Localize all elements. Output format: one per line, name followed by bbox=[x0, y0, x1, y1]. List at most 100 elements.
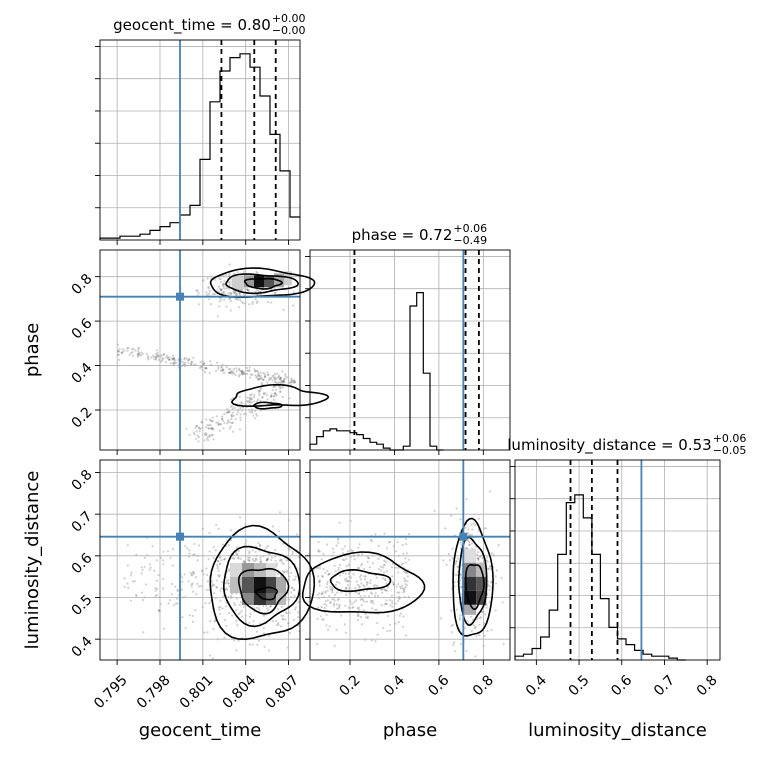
sample-point bbox=[339, 574, 342, 577]
sample-point bbox=[131, 580, 134, 583]
sample-point bbox=[117, 350, 120, 353]
sample-point bbox=[230, 422, 233, 425]
sample-point bbox=[364, 616, 368, 619]
sample-point bbox=[127, 347, 130, 350]
sample-point bbox=[405, 634, 408, 637]
sample-point bbox=[230, 371, 233, 374]
sample-point bbox=[258, 545, 262, 548]
sample-point bbox=[261, 377, 264, 380]
sample-point bbox=[174, 361, 177, 365]
sample-point bbox=[345, 586, 348, 590]
sample-point bbox=[155, 559, 158, 562]
sample-point bbox=[321, 591, 324, 594]
sample-point bbox=[290, 571, 293, 575]
sample-point bbox=[400, 584, 404, 587]
sample-point bbox=[467, 533, 471, 537]
sample-point bbox=[497, 543, 500, 547]
sample-point bbox=[238, 428, 241, 431]
sample-point bbox=[117, 353, 120, 356]
sample-point bbox=[196, 434, 199, 437]
sample-point bbox=[259, 543, 262, 547]
sample-point bbox=[329, 601, 332, 604]
sample-point bbox=[170, 582, 174, 586]
tick-label-x: 0.4 bbox=[381, 672, 408, 699]
sample-point bbox=[208, 435, 212, 438]
sample-point bbox=[274, 619, 277, 623]
sample-point bbox=[117, 350, 120, 353]
sample-point bbox=[205, 426, 208, 429]
sample-point bbox=[174, 585, 177, 588]
tick-label-x: 0.8 bbox=[470, 672, 497, 699]
sample-point bbox=[333, 564, 336, 567]
sample-point bbox=[364, 613, 367, 616]
sample-point bbox=[338, 605, 341, 608]
sample-point bbox=[257, 639, 261, 642]
sample-point bbox=[277, 374, 281, 377]
sample-point bbox=[255, 376, 258, 379]
sample-point bbox=[293, 291, 296, 294]
sample-point bbox=[474, 655, 477, 658]
sample-point bbox=[471, 533, 474, 536]
sample-point bbox=[220, 288, 223, 291]
sample-point bbox=[207, 292, 210, 295]
sample-point bbox=[444, 527, 447, 530]
sample-point bbox=[256, 300, 259, 303]
sample-point bbox=[215, 586, 218, 589]
sample-point bbox=[276, 572, 279, 575]
sample-point bbox=[297, 624, 300, 627]
sample-point bbox=[346, 584, 349, 587]
sample-point bbox=[383, 588, 386, 592]
sample-point bbox=[161, 359, 164, 362]
sample-point bbox=[181, 361, 184, 364]
sample-point bbox=[390, 566, 393, 569]
sample-point bbox=[188, 552, 191, 555]
sample-point bbox=[317, 540, 320, 544]
sample-point bbox=[277, 623, 280, 626]
sample-point bbox=[258, 390, 261, 393]
sample-point bbox=[466, 619, 469, 623]
sample-point bbox=[271, 619, 274, 623]
sample-point bbox=[165, 356, 168, 359]
sample-point bbox=[150, 356, 153, 359]
sample-point bbox=[304, 573, 306, 575]
sample-point bbox=[259, 560, 262, 563]
sample-point bbox=[292, 578, 295, 581]
sample-point bbox=[249, 613, 252, 616]
sample-point bbox=[191, 582, 194, 585]
sample-point bbox=[345, 557, 348, 561]
sample-point bbox=[173, 359, 176, 362]
sample-point bbox=[255, 630, 258, 633]
sample-point bbox=[390, 594, 393, 597]
sample-point bbox=[267, 379, 270, 382]
sample-point bbox=[222, 595, 225, 598]
sample-point bbox=[394, 602, 397, 605]
sample-point bbox=[208, 654, 211, 657]
sample-point bbox=[126, 582, 129, 585]
density-cell bbox=[476, 576, 487, 591]
sample-point bbox=[275, 377, 278, 380]
sample-point bbox=[172, 362, 175, 365]
sample-point bbox=[274, 393, 277, 396]
sample-point bbox=[384, 560, 387, 564]
sample-point bbox=[488, 565, 492, 568]
sample-point bbox=[220, 418, 224, 421]
density-cell bbox=[462, 576, 477, 591]
sample-point bbox=[219, 606, 222, 609]
sample-point bbox=[273, 392, 276, 395]
sample-point bbox=[221, 415, 224, 418]
sample-point bbox=[180, 588, 184, 591]
sample-point bbox=[406, 584, 409, 587]
sample-point bbox=[312, 600, 314, 602]
sample-point bbox=[316, 617, 319, 620]
sample-point bbox=[475, 618, 478, 621]
sample-point bbox=[321, 618, 324, 621]
sample-point bbox=[197, 544, 200, 547]
sample-point bbox=[470, 630, 473, 633]
sample-point bbox=[363, 594, 366, 598]
sample-point bbox=[459, 574, 462, 577]
sample-point bbox=[162, 550, 165, 553]
sample-point bbox=[220, 558, 223, 562]
sample-point bbox=[223, 280, 226, 283]
sample-point bbox=[143, 565, 146, 568]
